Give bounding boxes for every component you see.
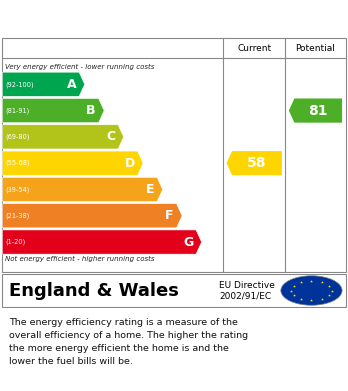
Text: (69-80): (69-80) [5, 134, 30, 140]
Text: (1-20): (1-20) [5, 239, 25, 245]
Polygon shape [2, 72, 85, 96]
Text: (21-38): (21-38) [5, 212, 30, 219]
Polygon shape [227, 151, 282, 175]
Polygon shape [2, 125, 124, 149]
Text: (55-68): (55-68) [5, 160, 30, 167]
Text: EU Directive
2002/91/EC: EU Directive 2002/91/EC [219, 281, 275, 300]
Polygon shape [2, 99, 104, 123]
Text: E: E [146, 183, 154, 196]
Text: Energy Efficiency Rating: Energy Efficiency Rating [9, 10, 238, 28]
Polygon shape [2, 151, 143, 175]
Text: (81-91): (81-91) [5, 107, 30, 114]
Polygon shape [2, 178, 163, 201]
Text: 58: 58 [247, 156, 267, 170]
Polygon shape [2, 204, 182, 228]
Ellipse shape [281, 276, 342, 305]
Polygon shape [2, 230, 201, 254]
Text: Current: Current [237, 43, 271, 52]
Text: C: C [106, 130, 115, 143]
Text: 81: 81 [308, 104, 328, 118]
Text: (92-100): (92-100) [5, 81, 34, 88]
Text: A: A [67, 78, 76, 91]
Polygon shape [289, 99, 342, 123]
Text: (39-54): (39-54) [5, 186, 30, 193]
Text: G: G [183, 235, 193, 249]
Text: F: F [165, 209, 174, 222]
Text: B: B [86, 104, 96, 117]
Text: Potential: Potential [295, 43, 335, 52]
Text: Very energy efficient - lower running costs: Very energy efficient - lower running co… [5, 64, 154, 70]
Text: Not energy efficient - higher running costs: Not energy efficient - higher running co… [5, 256, 154, 262]
Text: D: D [125, 157, 135, 170]
Text: England & Wales: England & Wales [9, 282, 179, 300]
Text: The energy efficiency rating is a measure of the
overall efficiency of a home. T: The energy efficiency rating is a measur… [9, 318, 248, 366]
